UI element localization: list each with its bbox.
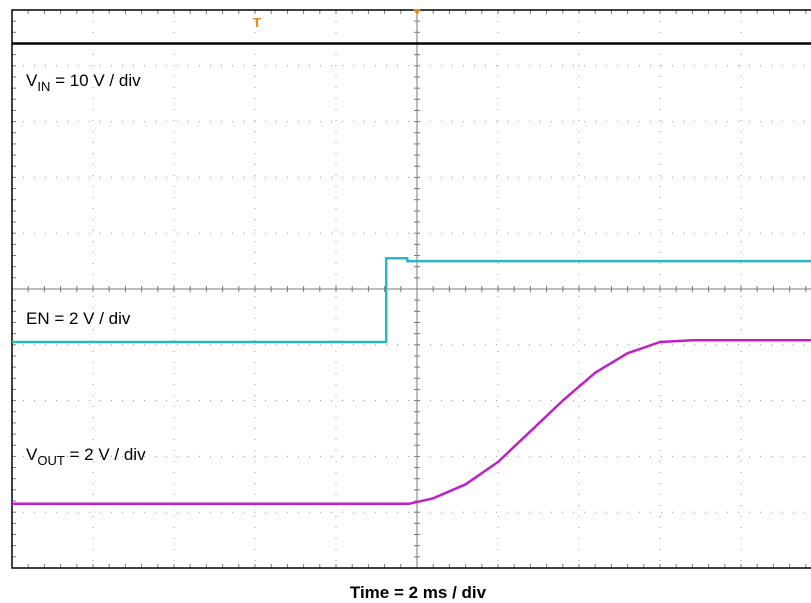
en-trace xyxy=(12,257,811,344)
vout-label: VOUT = 2 V / div xyxy=(26,445,146,468)
trigger-marker: T xyxy=(253,15,261,30)
vout-label-sub: OUT xyxy=(37,453,65,468)
en-label: EN = 2 V / div xyxy=(26,309,131,328)
scope-traces xyxy=(12,9,811,506)
vin-label: VIN = 10 V / div xyxy=(26,71,141,94)
vout-trace xyxy=(12,339,811,506)
trigger-position-marker xyxy=(413,9,421,15)
vin-label-main: V xyxy=(26,71,38,90)
scope-grid xyxy=(11,9,811,569)
vin-label-rest: = 10 V / div xyxy=(50,71,141,90)
en-label-main: EN = 2 V / div xyxy=(26,309,131,328)
vin-label-sub: IN xyxy=(37,79,50,94)
x-axis-label: Time = 2 ms / div xyxy=(350,583,487,602)
vout-label-rest: = 2 V / div xyxy=(65,445,146,464)
vout-label-main: V xyxy=(26,445,38,464)
